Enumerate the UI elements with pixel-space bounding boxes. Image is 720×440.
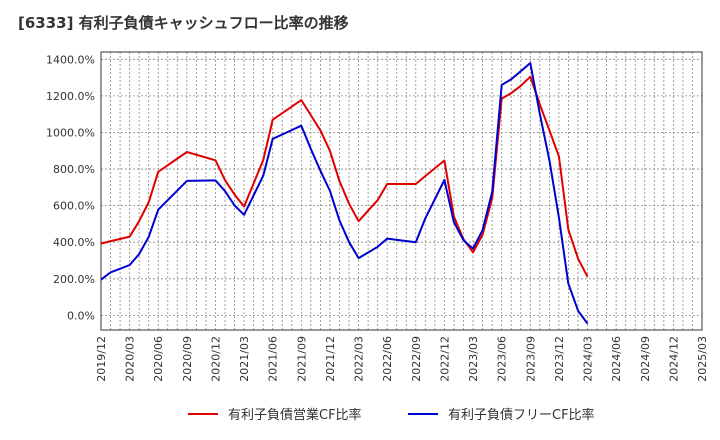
y-tick-label: 0.0% [67, 309, 95, 322]
x-tick-label: 2024/09 [639, 336, 652, 382]
y-tick-label: 400.0% [53, 236, 95, 249]
x-tick-label: 2022/06 [381, 336, 394, 382]
x-tick-label: 2025/03 [696, 336, 709, 382]
x-tick-label: 2023/09 [524, 336, 537, 382]
x-tick-label: 2023/12 [553, 336, 566, 382]
x-tick-label: 2024/03 [582, 336, 595, 382]
x-tick-label: 2021/03 [238, 336, 251, 382]
x-tick-label: 2020/03 [124, 336, 137, 382]
legend-label: 有利子負債フリーCF比率 [448, 407, 595, 423]
plot-border [100, 51, 703, 331]
x-tick-label: 2024/06 [610, 336, 623, 382]
x-tick-label: 2019/12 [95, 336, 108, 382]
x-tick-label: 2022/12 [438, 336, 451, 382]
x-tick-label: 2024/12 [667, 336, 680, 382]
x-tick-label: 2023/06 [496, 336, 509, 382]
y-tick-label: 800.0% [53, 163, 95, 176]
y-tick-label: 1000.0% [46, 126, 95, 139]
x-tick-label: 2020/09 [181, 336, 194, 382]
chart-title: [6333] 有利子負債キャッシュフロー比率の推移 [18, 14, 349, 32]
x-tick-label: 2023/03 [467, 336, 480, 382]
y-tick-label: 200.0% [53, 273, 95, 286]
x-tick-label: 2021/06 [267, 336, 280, 382]
x-tick-label: 2022/09 [410, 336, 423, 382]
x-tick-label: 2022/03 [353, 336, 366, 382]
x-tick-label: 2021/12 [324, 336, 337, 382]
y-tick-label: 1400.0% [46, 53, 95, 66]
plot-area [101, 52, 702, 330]
x-tick-label: 2020/06 [152, 336, 165, 382]
x-tick-label: 2021/09 [295, 336, 308, 382]
y-tick-label: 600.0% [53, 200, 95, 213]
series-line [100, 62, 589, 325]
y-tick-label: 1200.0% [46, 90, 95, 103]
series-line [100, 75, 589, 278]
x-tick-label: 2020/12 [209, 336, 222, 382]
legend-label: 有利子負債営業CF比率 [228, 407, 362, 423]
